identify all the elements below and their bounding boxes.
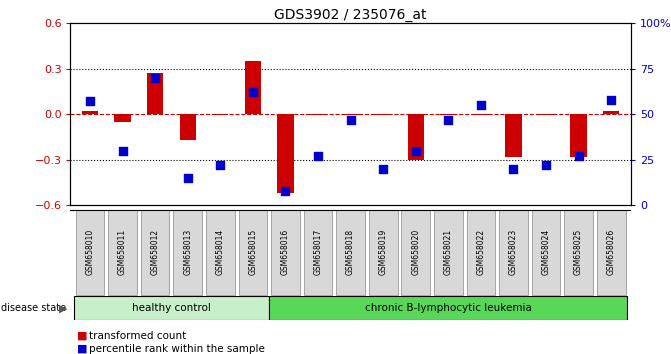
Bar <box>597 210 625 295</box>
Bar <box>375 114 391 115</box>
Bar <box>271 210 300 295</box>
Bar <box>473 114 489 115</box>
Point <box>150 75 160 80</box>
Point <box>411 148 421 154</box>
Bar <box>369 210 397 295</box>
Bar <box>538 114 554 115</box>
Bar <box>564 210 593 295</box>
Bar <box>440 114 456 115</box>
Bar <box>74 296 269 320</box>
Bar <box>342 114 359 115</box>
Text: ■: ■ <box>77 331 88 341</box>
Bar <box>173 210 202 295</box>
Text: ■: ■ <box>77 344 88 354</box>
Bar <box>212 114 228 115</box>
Text: GSM658018: GSM658018 <box>346 229 355 275</box>
Bar <box>603 111 619 114</box>
Text: GSM658019: GSM658019 <box>378 229 388 275</box>
Bar <box>277 114 294 193</box>
Text: ▶: ▶ <box>59 303 68 313</box>
Point <box>476 102 486 108</box>
Point <box>508 166 519 172</box>
Text: chronic B-lymphocytic leukemia: chronic B-lymphocytic leukemia <box>365 303 531 313</box>
Bar <box>82 111 98 114</box>
Text: GSM658020: GSM658020 <box>411 229 420 275</box>
Bar <box>499 210 528 295</box>
Bar <box>304 210 332 295</box>
Bar <box>115 114 131 122</box>
Text: GSM658012: GSM658012 <box>151 229 160 275</box>
Point <box>85 98 95 104</box>
Text: GSM658026: GSM658026 <box>607 229 616 275</box>
Bar <box>76 210 104 295</box>
Bar <box>310 114 326 115</box>
Text: percentile rank within the sample: percentile rank within the sample <box>89 344 265 354</box>
Point <box>606 97 617 102</box>
Text: GSM658013: GSM658013 <box>183 229 192 275</box>
Bar <box>505 114 521 157</box>
Point <box>573 153 584 159</box>
Text: GSM658015: GSM658015 <box>248 229 258 275</box>
Text: GSM658010: GSM658010 <box>85 229 95 275</box>
Bar <box>269 296 627 320</box>
Point <box>541 162 552 168</box>
Bar <box>466 210 495 295</box>
Bar <box>401 210 430 295</box>
Bar <box>206 210 235 295</box>
Text: GSM658022: GSM658022 <box>476 229 485 275</box>
Text: GSM658021: GSM658021 <box>444 229 453 275</box>
Text: disease state: disease state <box>1 303 66 313</box>
Title: GDS3902 / 235076_at: GDS3902 / 235076_at <box>274 8 427 22</box>
Bar <box>434 210 462 295</box>
Text: GSM658016: GSM658016 <box>281 229 290 275</box>
Text: GSM658014: GSM658014 <box>216 229 225 275</box>
Text: GSM658024: GSM658024 <box>541 229 550 275</box>
Point <box>443 117 454 122</box>
Bar <box>336 210 365 295</box>
Bar <box>141 210 170 295</box>
Bar <box>108 210 137 295</box>
Point <box>345 117 356 122</box>
Text: healthy control: healthy control <box>132 303 211 313</box>
Bar <box>180 114 196 140</box>
Bar <box>570 114 586 157</box>
Bar <box>245 61 261 114</box>
Text: GSM658025: GSM658025 <box>574 229 583 275</box>
Point <box>183 175 193 181</box>
Bar <box>147 73 163 114</box>
Bar <box>407 114 424 160</box>
Text: GSM658011: GSM658011 <box>118 229 127 275</box>
Point <box>117 148 128 154</box>
Bar <box>531 210 560 295</box>
Point <box>378 166 389 172</box>
Bar <box>238 210 267 295</box>
Point <box>248 90 258 95</box>
Text: GSM658017: GSM658017 <box>313 229 323 275</box>
Text: transformed count: transformed count <box>89 331 187 341</box>
Point <box>280 188 291 194</box>
Point <box>215 162 225 168</box>
Text: GSM658023: GSM658023 <box>509 229 518 275</box>
Point <box>313 153 323 159</box>
